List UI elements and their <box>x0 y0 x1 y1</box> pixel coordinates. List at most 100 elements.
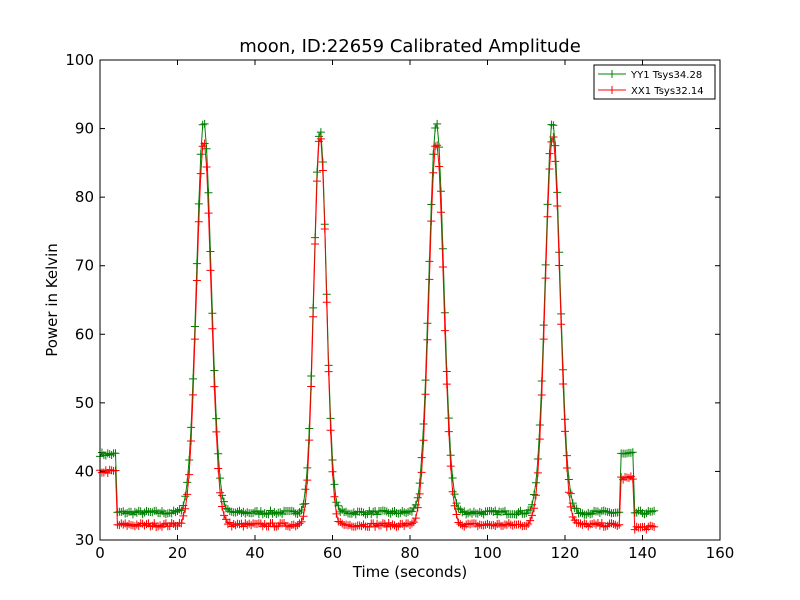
data-point <box>140 508 149 517</box>
data-point <box>417 453 426 462</box>
data-point <box>132 508 141 517</box>
data-point <box>128 521 137 530</box>
data-point <box>537 390 546 399</box>
data-point <box>595 508 604 517</box>
data-point <box>483 519 492 528</box>
data-point <box>185 470 194 479</box>
data-point <box>435 162 444 171</box>
data-point <box>535 420 544 429</box>
data-point <box>148 508 157 517</box>
data-point <box>402 509 411 518</box>
data-point <box>295 508 304 517</box>
data-point <box>345 520 354 529</box>
data-point <box>206 266 215 275</box>
y-axis-title: Power in Kelvin <box>43 243 61 357</box>
data-point <box>295 519 304 528</box>
data-point <box>533 468 542 477</box>
data-point <box>175 505 184 514</box>
data-point <box>524 520 533 529</box>
data-point <box>462 510 471 519</box>
data-point <box>161 510 170 518</box>
data-point <box>431 124 440 133</box>
data-point <box>615 520 624 529</box>
data-point <box>423 335 432 344</box>
data-point <box>121 509 130 518</box>
data-point <box>125 520 134 529</box>
data-point <box>597 518 606 527</box>
data-point <box>214 449 223 458</box>
data-point <box>105 450 114 459</box>
data-point <box>516 520 525 529</box>
data-point <box>407 519 416 528</box>
data-point <box>535 435 544 444</box>
data-point <box>437 187 445 196</box>
x-tick-label: 60 <box>323 544 342 562</box>
data-point <box>177 506 186 515</box>
data-point <box>212 427 221 436</box>
data-point <box>547 137 556 146</box>
data-point <box>130 507 139 516</box>
data-point <box>326 426 335 435</box>
data-point <box>489 520 498 529</box>
data-point <box>628 448 637 457</box>
data-point <box>349 508 358 517</box>
data-point <box>497 508 506 517</box>
data-point <box>477 508 486 517</box>
data-point <box>590 506 599 515</box>
data-point <box>425 257 434 266</box>
data-point <box>458 508 467 517</box>
data-point <box>169 520 178 529</box>
y-tick-label: 60 <box>75 325 94 343</box>
data-point <box>142 506 151 515</box>
data-point <box>338 505 347 514</box>
data-point <box>607 519 616 528</box>
data-point <box>206 247 215 256</box>
y-tick-label: 80 <box>75 188 94 206</box>
data-point <box>545 149 554 158</box>
data-point <box>458 521 467 530</box>
data-point <box>119 520 128 529</box>
data-point <box>551 157 560 166</box>
series-layer <box>96 119 659 534</box>
data-point <box>132 520 141 529</box>
x-tick-label: 140 <box>628 544 657 562</box>
data-point <box>293 521 302 530</box>
data-point <box>305 436 314 445</box>
data-point <box>322 298 331 307</box>
data-point <box>276 508 285 517</box>
data-point <box>531 478 540 487</box>
data-point <box>549 133 558 142</box>
series-markers-1 <box>96 133 659 534</box>
data-point <box>216 488 225 497</box>
y-tick-label: 100 <box>65 51 94 69</box>
data-point <box>382 522 391 531</box>
data-point <box>541 274 550 283</box>
data-point <box>522 521 531 530</box>
data-point <box>196 150 205 159</box>
data-point <box>386 522 395 531</box>
data-point <box>342 507 351 516</box>
data-point <box>628 475 637 484</box>
data-point <box>334 517 343 526</box>
x-tick-label: 0 <box>95 544 105 562</box>
x-tick-label: 20 <box>168 544 187 562</box>
data-point <box>417 468 426 477</box>
data-point <box>194 217 203 226</box>
data-point <box>179 511 188 520</box>
data-point <box>427 217 436 226</box>
data-point <box>307 382 316 391</box>
data-point <box>243 508 252 517</box>
data-point <box>444 427 453 436</box>
data-point <box>291 509 300 518</box>
data-point <box>388 507 397 516</box>
data-point <box>413 493 422 502</box>
data-point <box>601 507 610 516</box>
data-point <box>200 119 209 128</box>
data-point <box>557 320 566 329</box>
data-point <box>553 202 562 211</box>
data-point <box>330 480 339 489</box>
data-point <box>437 208 445 217</box>
data-point <box>123 521 132 530</box>
plot-background <box>100 60 720 540</box>
data-point <box>411 514 420 523</box>
